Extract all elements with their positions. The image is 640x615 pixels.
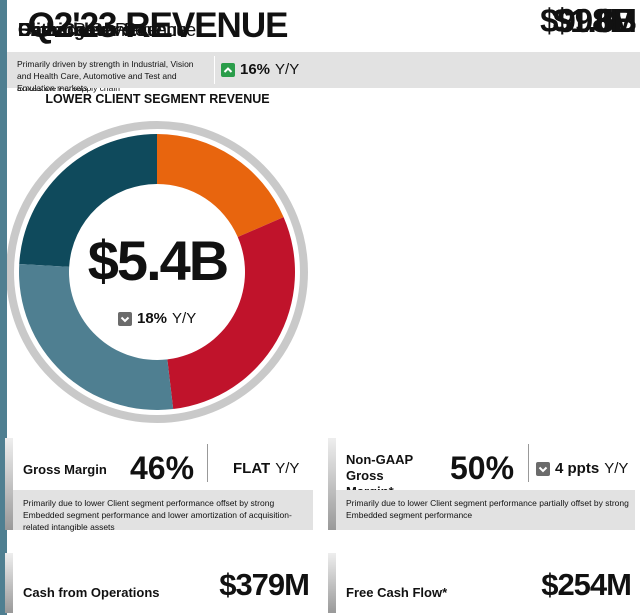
- change-period: Y/Y: [604, 460, 629, 477]
- margin-band: Primarily due to lower Client segment pe…: [13, 490, 313, 532]
- segment-title: Gaming Revenue: [18, 20, 162, 41]
- margin-name: Gross Margin: [23, 462, 107, 477]
- margin-card: Non-GAAP Gross Margin*50%4 pptsY/YPrimar…: [328, 438, 635, 530]
- divider: [528, 444, 529, 482]
- margin-bar: [5, 438, 13, 530]
- segment-value: $1.6B: [552, 2, 637, 39]
- segment-suffix: Revenue: [73, 20, 146, 40]
- trend-icon: [536, 461, 550, 476]
- divider: [214, 56, 215, 84]
- segment-title: Data Center Revenue: [18, 20, 196, 41]
- trend-icon: [221, 62, 235, 77]
- margin-band: Primarily due to lower Client segment pe…: [336, 490, 635, 530]
- change-value: 18%: [137, 310, 168, 327]
- change-value: 4 ppts: [555, 460, 600, 477]
- margin-value: 46%: [130, 450, 195, 486]
- segment-change: 16% Y/Y: [221, 61, 299, 78]
- segment-name: Embedded: [18, 20, 111, 40]
- cash-value: $379M: [219, 567, 310, 602]
- total-value: $5.4B: [87, 229, 229, 292]
- change-period: Y/Y: [275, 460, 300, 477]
- icon-chevron: [538, 466, 548, 472]
- icon-chevron: [120, 316, 130, 322]
- change-value: 16%: [240, 61, 271, 78]
- segment-band: Primarily driven by strength in Industri…: [7, 52, 640, 93]
- trend-icon: [118, 311, 132, 326]
- cash-value: $254M: [541, 567, 632, 602]
- change-value: FLAT: [233, 460, 271, 477]
- title: Q2'23 REVENUE: [27, 6, 289, 45]
- cash-card: Free Cash Flow* $254M: [328, 553, 635, 613]
- change-period: Y/Y: [172, 310, 197, 327]
- segment-value: $1.5B: [552, 2, 637, 39]
- segment-title: Embedded Revenue: [18, 20, 187, 41]
- margin-note: Primarily due to lower Client segment pe…: [346, 498, 629, 520]
- segment-bar: [0, 0, 7, 615]
- donut-segment: [19, 134, 157, 267]
- cash-bar: [5, 553, 13, 613]
- cash-bar: [328, 553, 336, 613]
- cash-name: Free Cash Flow*: [346, 585, 448, 600]
- donut-segment: [157, 134, 284, 237]
- icon-box: [221, 62, 235, 77]
- donut-segment: [167, 217, 295, 410]
- cash-card: Cash from Operations $379M: [5, 553, 313, 613]
- total-change: 18% Y/Y: [118, 310, 196, 327]
- divider: [207, 444, 208, 482]
- segment-value: $1.3B: [552, 2, 637, 39]
- donut-ring: [6, 121, 308, 423]
- cash-name: Cash from Operations: [23, 585, 160, 600]
- segment-name: Client: [18, 20, 69, 40]
- donut-segment: [18, 264, 174, 410]
- margin-bar: [328, 438, 336, 530]
- margin-card: Gross Margin 46% FLAT Y/Y Primarily due to l…: [5, 438, 313, 532]
- segment-value: $998M: [540, 2, 637, 39]
- margin-note: Primarily due to lower Client segment pe…: [23, 498, 292, 532]
- icon-chevron: [223, 66, 233, 73]
- segment-suffix: Revenue: [115, 20, 188, 40]
- donut: [6, 121, 308, 423]
- change-period: Y/Y: [275, 61, 300, 78]
- icon-box: [536, 461, 550, 476]
- segment-note: Primarily driven by strength in Industri…: [17, 59, 194, 93]
- segment-name: Gaming: [18, 20, 86, 40]
- segment-name: Data Center: [18, 20, 120, 40]
- segment-suffix: Revenue: [90, 20, 163, 40]
- icon-box: [118, 311, 132, 326]
- margin-change: FLAT Y/Y: [233, 460, 299, 477]
- segment-suffix: Revenue: [124, 20, 197, 40]
- segment-title: Client Revenue: [18, 20, 145, 41]
- margin-change: 4 ppts Y/Y: [536, 460, 628, 477]
- margin-value: 50%: [450, 450, 515, 486]
